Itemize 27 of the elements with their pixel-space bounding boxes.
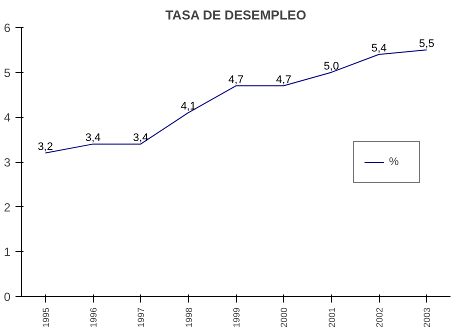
data-label: 4,7 (228, 74, 244, 86)
data-label: 3,2 (38, 141, 53, 154)
data-label: 4,1 (180, 100, 196, 113)
y-tick-label: 3 (4, 156, 11, 170)
x-tick-label: 1997 (136, 307, 146, 328)
data-label: 5,5 (419, 38, 434, 50)
x-tick-label: 1995 (40, 307, 51, 328)
x-tick-label: 1996 (88, 307, 98, 328)
y-tick-label: 4 (4, 110, 11, 125)
y-tick-label: 0 (4, 290, 11, 304)
x-tick-label: 2003 (422, 307, 432, 328)
legend-label: % (389, 156, 400, 168)
x-tick-label: 1999 (232, 307, 242, 328)
data-label: 3,4 (85, 132, 101, 144)
y-tick-label: 6 (4, 21, 11, 35)
y-tick-label: 1 (4, 245, 11, 260)
x-tick-label: 2000 (279, 307, 290, 328)
data-label: 3,4 (133, 132, 148, 144)
y-tick-label: 5 (4, 66, 11, 80)
chart-title: TASA DE DESEMPLEO (165, 8, 306, 22)
data-label: 5,4 (371, 42, 387, 54)
data-label: 5,0 (324, 60, 339, 72)
x-tick-label: 2001 (326, 307, 337, 328)
data-label: 4,7 (276, 74, 292, 86)
x-tick-label: 2002 (374, 307, 384, 328)
x-tick-label: 1998 (184, 307, 194, 328)
y-tick-label: 2 (4, 200, 11, 214)
